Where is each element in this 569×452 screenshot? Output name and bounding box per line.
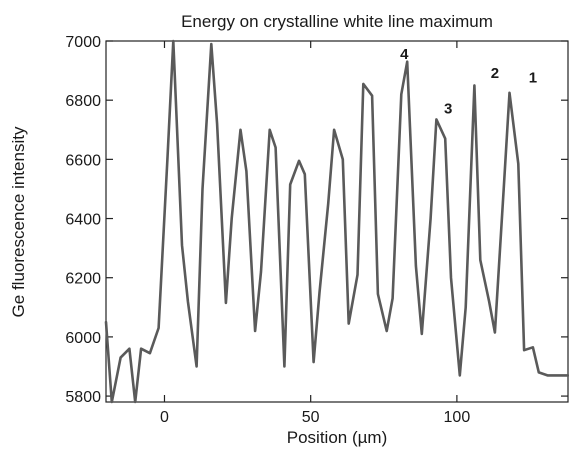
data-point [494, 331, 496, 334]
data-point [406, 60, 409, 63]
data-point [274, 146, 277, 149]
data-point [435, 118, 438, 121]
data-point [400, 93, 403, 96]
data-point [552, 374, 555, 377]
data-point [254, 330, 256, 332]
x-tick-label: 50 [302, 409, 320, 426]
data-point [371, 94, 373, 97]
data-point [134, 401, 136, 403]
data-point [342, 158, 344, 161]
y-axis-label: Ge fluorescence intensity [9, 126, 28, 317]
data-point [429, 217, 432, 220]
data-point [385, 330, 388, 332]
data-point [473, 84, 476, 87]
data-point [195, 365, 198, 368]
y-tick-label: 5800 [65, 389, 101, 406]
chart-title: Energy on crystalline white line maximum [181, 12, 493, 31]
y-tick-label: 6200 [65, 271, 101, 288]
y-tick-label: 6600 [65, 152, 101, 169]
data-point [268, 129, 271, 131]
data-point [312, 361, 315, 363]
data-point [532, 346, 534, 349]
data-point [502, 188, 505, 190]
data-point [210, 43, 213, 45]
data-point [119, 356, 122, 359]
intensity-series-line [104, 39, 569, 404]
data-point [260, 271, 262, 273]
data-point [283, 365, 286, 368]
peak-label: 2 [491, 65, 499, 82]
data-point [327, 202, 330, 205]
data-point [421, 333, 423, 335]
data-point [181, 244, 183, 246]
y-tick-label: 6400 [65, 212, 101, 229]
data-point [239, 129, 242, 131]
data-point [111, 401, 113, 403]
data-points [105, 40, 569, 403]
data-point [391, 297, 394, 300]
data-point [356, 274, 359, 276]
data-point [459, 374, 461, 377]
data-point [157, 327, 160, 329]
data-point [561, 374, 563, 377]
data-point [546, 374, 549, 377]
data-point [479, 259, 482, 261]
x-tick-label: 0 [160, 409, 169, 426]
x-tick-label: 100 [444, 409, 471, 426]
data-point [149, 352, 151, 355]
data-point [289, 183, 292, 186]
data-point [245, 170, 248, 172]
data-point [538, 371, 540, 374]
peak-annotations: 4 3 2 1 [400, 46, 537, 118]
peak-label: 3 [444, 100, 452, 117]
data-point [128, 347, 131, 350]
data-point [362, 83, 365, 85]
y-tick-label: 7000 [65, 34, 101, 51]
data-point [201, 188, 204, 190]
data-point [415, 265, 417, 267]
axis-ticks [106, 40, 568, 402]
data-point [508, 92, 511, 94]
data-point [216, 123, 218, 125]
data-point [464, 306, 467, 309]
data-point [347, 322, 350, 325]
data-point [166, 158, 169, 161]
y-tick-label: 6800 [65, 93, 101, 110]
data-point [140, 347, 142, 350]
data-point [517, 163, 520, 165]
data-point [105, 321, 107, 323]
data-point [225, 302, 227, 304]
peak-label: 1 [529, 69, 537, 86]
data-point [444, 137, 447, 140]
data-point [230, 217, 233, 220]
tick-labels: 0 50 100 5800 6000 6200 6400 6600 6800 7000 [65, 34, 470, 426]
data-point [333, 129, 335, 131]
y-tick-label: 6000 [65, 330, 101, 347]
data-point [523, 349, 525, 352]
data-point [377, 293, 379, 295]
plot-frame [105, 40, 569, 403]
x-axis-label: Position (µm) [287, 428, 387, 447]
data-point [450, 276, 452, 279]
data-point [567, 374, 569, 377]
peak-label: 4 [400, 46, 409, 63]
data-point [187, 300, 189, 303]
data-point [172, 40, 175, 42]
data-point [488, 300, 490, 303]
data-point [298, 160, 300, 162]
data-point [318, 291, 321, 294]
data-point [304, 173, 306, 175]
